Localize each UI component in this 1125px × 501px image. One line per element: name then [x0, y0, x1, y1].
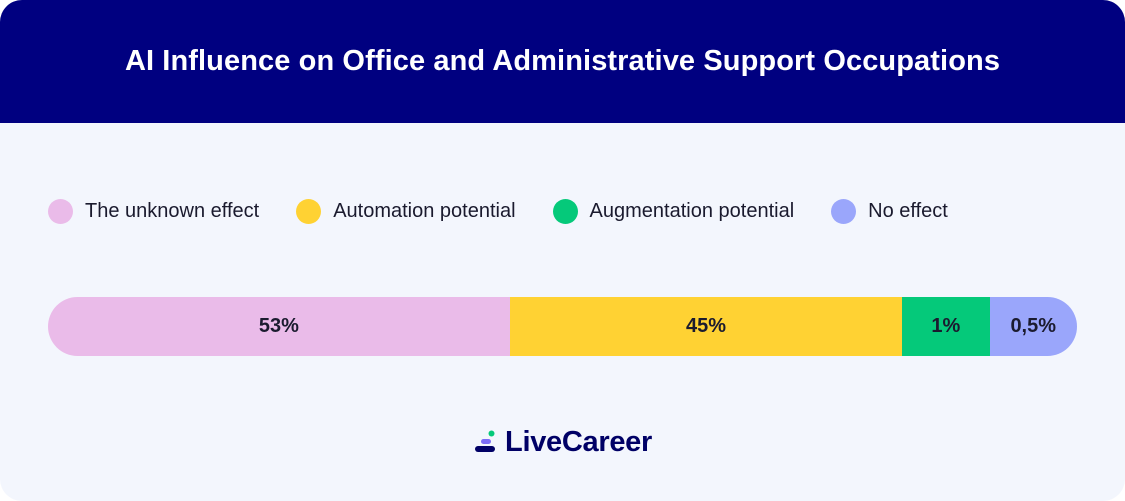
legend-item-no-effect: No effect [831, 198, 948, 224]
chart-title: AI Influence on Office and Administrativ… [124, 45, 1001, 77]
data-label-augmentation-potential: 1% [931, 315, 961, 337]
brand-name: LiveCareer [505, 425, 652, 458]
bar-segment-augmentation-potential: 1% [902, 297, 990, 356]
data-label-unknown-effect: 53% [258, 315, 299, 337]
legend-swatch-augmentation-potential [552, 198, 578, 224]
data-label-automation-potential: 45% [685, 315, 726, 337]
chart-legend: The unknown effect Automation potential … [48, 196, 1088, 226]
legend-swatch-automation-potential [296, 198, 322, 224]
bar-segment-no-effect: 0,5% [989, 297, 1077, 356]
legend-label-augmentation-potential: Augmentation potential [589, 199, 795, 222]
legend-item-unknown-effect: The unknown effect [48, 198, 260, 224]
bar-segment-automation-potential: 45% [509, 297, 903, 356]
livecareer-logo-icon [475, 430, 496, 452]
legend-item-automation-potential: Automation potential [296, 198, 516, 224]
legend-label-no-effect: No effect [868, 199, 948, 222]
legend-swatch-unknown-effect [48, 198, 73, 224]
legend-swatch-no-effect [831, 198, 857, 224]
legend-label-automation-potential: Automation potential [333, 199, 516, 222]
bar-segment-unknown-effect: 53% [48, 297, 510, 356]
legend-item-augmentation-potential: Augmentation potential [552, 198, 795, 224]
header-banner: AI Influence on Office and Administrativ… [0, 0, 1125, 123]
stacked-bar: 53% 45% 1% 0,5% [48, 297, 1077, 356]
data-label-no-effect: 0,5% [1010, 315, 1057, 337]
legend-label-unknown-effect: The unknown effect [85, 199, 260, 222]
brand-logo: LiveCareer [0, 420, 1125, 464]
